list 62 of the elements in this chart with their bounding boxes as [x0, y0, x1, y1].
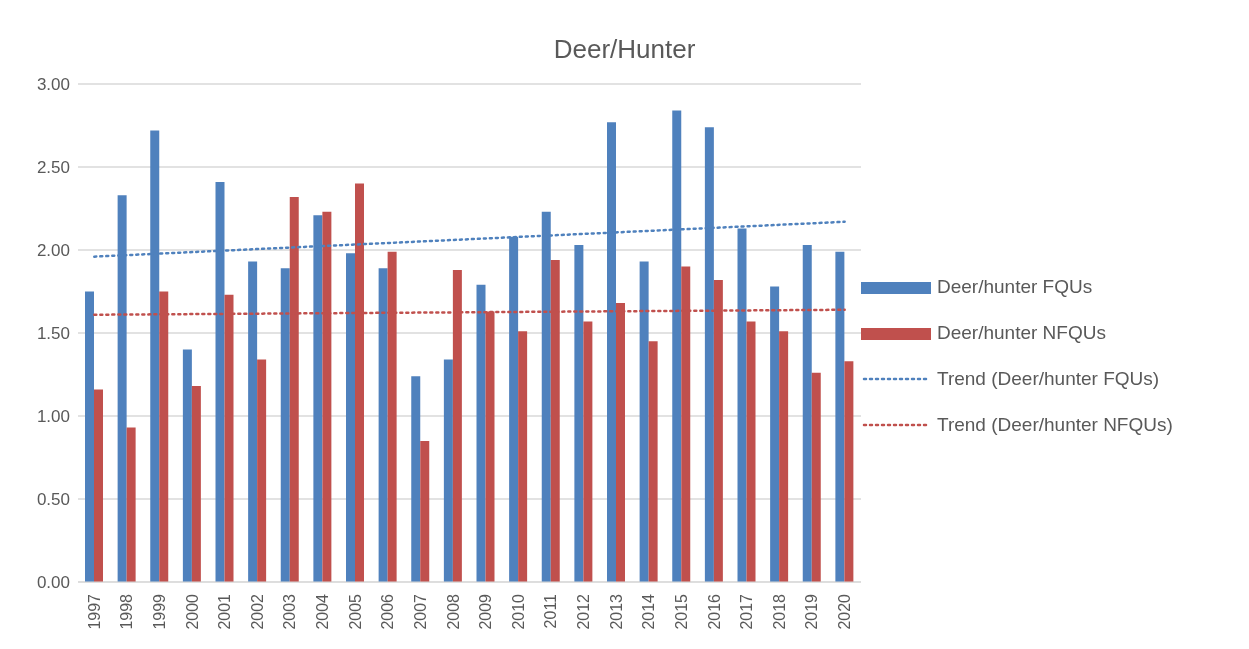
x-tick-label: 2016 [705, 593, 723, 630]
x-tick-label: 2005 [346, 593, 364, 630]
x-tick-label: 1997 [85, 593, 103, 630]
bar [770, 286, 780, 582]
x-tick-label: 2017 [738, 593, 756, 630]
bar [844, 361, 854, 582]
x-tick-label: 1998 [118, 593, 136, 630]
x-tick-label: 2009 [477, 593, 495, 630]
bar [85, 291, 94, 582]
bar [574, 245, 584, 582]
bar [94, 389, 103, 582]
bar [257, 359, 267, 582]
bar [811, 372, 821, 582]
y-tick-label: 2.50 [36, 158, 70, 178]
x-tick-label: 2001 [216, 593, 234, 630]
legend-label: Deer/hunter FQUs [937, 276, 1093, 298]
bar [346, 253, 355, 582]
x-tick-label: 2000 [183, 593, 201, 630]
legend-label: Deer/hunter NFQUs [937, 322, 1106, 344]
bar [420, 440, 430, 582]
x-tick-label: 2019 [803, 593, 821, 630]
x-tick-label: 2008 [444, 593, 462, 630]
bar [476, 284, 486, 582]
bar [182, 349, 192, 582]
bar [779, 331, 789, 582]
x-tick-label: 2012 [575, 593, 593, 630]
y-tick-label: 1.50 [36, 324, 70, 344]
bar [443, 359, 453, 582]
bar [518, 331, 528, 582]
x-tick-label: 2006 [379, 593, 397, 630]
bar [248, 261, 258, 582]
x-tick-label: 2020 [836, 593, 854, 630]
bar [280, 268, 290, 582]
legend-label: Trend (Deer/hunter FQUs) [937, 368, 1160, 390]
x-tick-label: 2007 [411, 593, 429, 630]
x-tick-label: 2014 [640, 593, 658, 630]
bar [378, 268, 388, 582]
x-tick-label: 2010 [509, 593, 527, 630]
x-tick-label: 2013 [607, 593, 625, 630]
y-tick-label: 0.00 [36, 573, 70, 593]
x-tick-label: 1999 [150, 593, 168, 630]
y-tick-label: 0.50 [36, 490, 70, 510]
bar [835, 251, 845, 582]
bar [648, 341, 658, 582]
x-tick-label: 2002 [248, 593, 266, 630]
bar [802, 245, 812, 582]
bar [191, 386, 201, 582]
bar [411, 376, 421, 582]
bar [639, 261, 649, 582]
x-tick-label: 2011 [542, 593, 560, 629]
y-tick-label: 1.00 [36, 407, 70, 427]
chart-title: Deer/Hunter [552, 33, 697, 66]
bar [746, 321, 756, 582]
legend-label: Trend (Deer/hunter NFQUs) [937, 414, 1173, 436]
x-tick-label: 2003 [281, 593, 299, 630]
x-tick-label: 2015 [672, 593, 690, 630]
x-tick-label: 2018 [770, 593, 788, 630]
bar [583, 321, 593, 582]
y-tick-label: 2.00 [36, 241, 70, 261]
bar [126, 427, 136, 582]
x-tick-label: 2004 [314, 593, 332, 630]
y-tick-label: 3.00 [36, 75, 70, 95]
